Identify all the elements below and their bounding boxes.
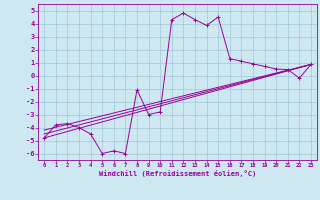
X-axis label: Windchill (Refroidissement éolien,°C): Windchill (Refroidissement éolien,°C) [99,170,256,177]
